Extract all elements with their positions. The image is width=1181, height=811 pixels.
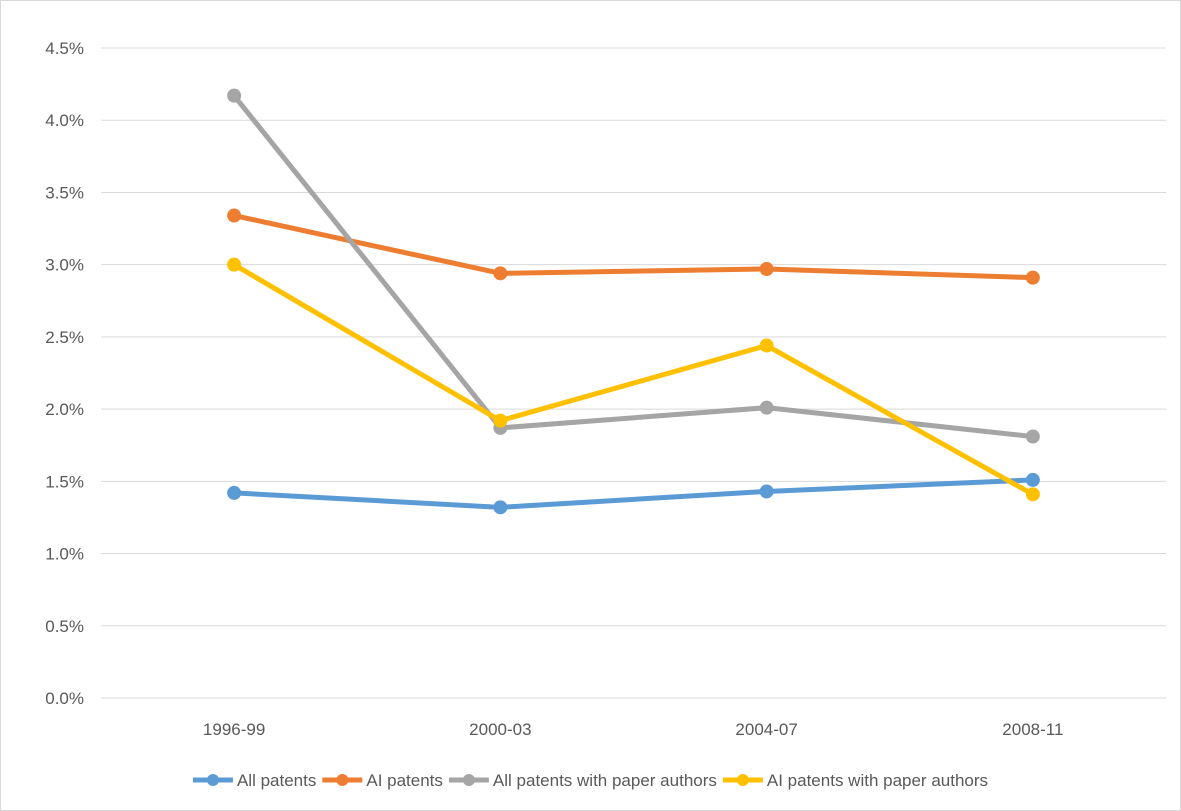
series-1 bbox=[227, 208, 1040, 285]
y-tick-label: 3.5% bbox=[45, 183, 84, 202]
data-point bbox=[1025, 472, 1040, 487]
data-point bbox=[759, 400, 774, 415]
legend-item: AI patents bbox=[322, 771, 443, 790]
legend-marker bbox=[736, 774, 749, 786]
legend-label: AI patents bbox=[366, 771, 443, 790]
legend-marker bbox=[206, 774, 219, 786]
legend-marker bbox=[336, 774, 349, 786]
data-point bbox=[227, 485, 242, 500]
data-point bbox=[1025, 429, 1040, 444]
data-point bbox=[493, 266, 508, 281]
y-tick-label: 4.0% bbox=[45, 111, 84, 130]
legend-item: All patents bbox=[192, 771, 316, 790]
y-tick-label: 1.0% bbox=[45, 545, 84, 564]
data-point bbox=[227, 257, 242, 272]
x-tick-label: 2008-11 bbox=[1002, 720, 1063, 739]
data-point bbox=[227, 88, 242, 103]
legend-item: All patents with paper authors bbox=[448, 771, 717, 790]
data-point bbox=[759, 338, 774, 353]
data-point bbox=[493, 413, 508, 428]
y-tick-label: 3.0% bbox=[45, 256, 84, 275]
series-2 bbox=[227, 88, 1040, 444]
legend-label: All patents with paper authors bbox=[493, 771, 717, 790]
series-0 bbox=[227, 472, 1040, 515]
y-tick-label: 2.0% bbox=[45, 400, 84, 419]
x-tick-label: 1996-99 bbox=[203, 720, 265, 739]
data-point bbox=[1025, 487, 1040, 502]
y-tick-label: 1.5% bbox=[45, 472, 84, 491]
data-point bbox=[493, 500, 508, 515]
x-tick-label: 2004-07 bbox=[735, 720, 797, 739]
data-point bbox=[227, 208, 242, 223]
y-tick-label: 0.0% bbox=[45, 689, 84, 708]
y-tick-label: 2.5% bbox=[45, 328, 84, 347]
data-point bbox=[1025, 270, 1040, 285]
y-tick-label: 0.5% bbox=[45, 617, 84, 636]
data-point bbox=[759, 262, 774, 276]
legend-marker bbox=[462, 774, 475, 786]
series-line bbox=[231, 262, 1036, 497]
series-line bbox=[231, 213, 1036, 281]
series-3 bbox=[227, 257, 1040, 502]
gridlines bbox=[101, 47, 1166, 699]
x-axis: 1996-99 2000-03 2004-07 2008-11 bbox=[203, 720, 1064, 739]
legend: All patents AI patents All patents with pa… bbox=[192, 771, 988, 790]
series-line bbox=[231, 477, 1036, 510]
series-lines bbox=[227, 88, 1040, 515]
data-point bbox=[759, 484, 774, 499]
x-tick-label: 2000-03 bbox=[469, 720, 531, 739]
legend-item: AI patents with paper authors bbox=[722, 771, 988, 790]
legend-label: All patents bbox=[237, 771, 316, 790]
legend-label: AI patents with paper authors bbox=[767, 771, 988, 790]
y-axis: 0.0% 0.5% 1.0% 1.5% 2.0% 2.5% 3.0% 3.5% 4.0% 4.5% bbox=[45, 39, 84, 708]
y-tick-label: 4.5% bbox=[45, 39, 84, 58]
